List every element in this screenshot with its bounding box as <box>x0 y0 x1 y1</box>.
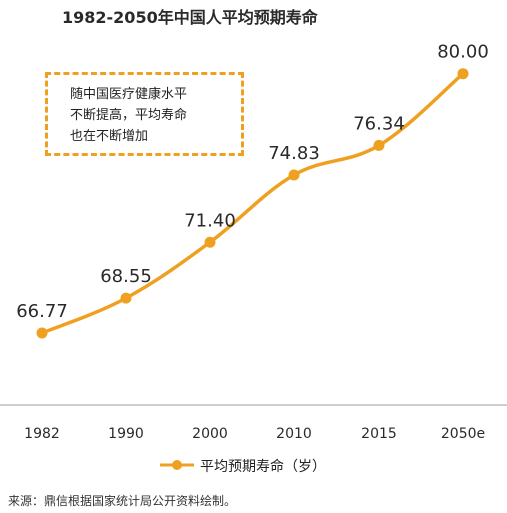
data-point <box>36 327 48 339</box>
data-point <box>204 236 216 248</box>
x-tick-label: 1990 <box>108 426 144 442</box>
data-point <box>373 139 385 151</box>
callout-line: 也在不断增加 <box>70 129 149 144</box>
data-point <box>120 292 132 304</box>
data-label: 66.77 <box>16 301 68 322</box>
chart-title: 1982-2050年中国人平均预期寿命 <box>62 8 318 27</box>
data-label: 74.83 <box>268 143 320 164</box>
data-label: 80.00 <box>437 42 489 63</box>
callout-line: 随中国医疗健康水平 <box>70 87 188 102</box>
data-label: 68.55 <box>100 266 152 287</box>
x-tick-label: 2010 <box>276 426 312 442</box>
legend: 平均预期寿命（岁） <box>160 456 326 476</box>
legend-label: 平均预期寿命（岁） <box>200 459 326 475</box>
data-point <box>457 68 469 80</box>
x-tick-label: 2015 <box>361 426 397 442</box>
data-point <box>288 169 300 181</box>
callout-line: 不断提高，平均寿命 <box>70 108 188 123</box>
data-label: 71.40 <box>184 210 236 231</box>
x-tick-label: 2050e <box>441 426 485 442</box>
source-note: 来源：鼎信根据国家统计局公开资料绘制。 <box>8 494 237 508</box>
x-tick-label: 2000 <box>192 426 228 442</box>
callout-box: 随中国医疗健康水平 不断提高，平均寿命 也在不断增加 <box>45 72 244 156</box>
x-tick-label: 1982 <box>24 426 60 442</box>
data-label: 76.34 <box>353 113 405 134</box>
legend-marker <box>160 460 194 470</box>
